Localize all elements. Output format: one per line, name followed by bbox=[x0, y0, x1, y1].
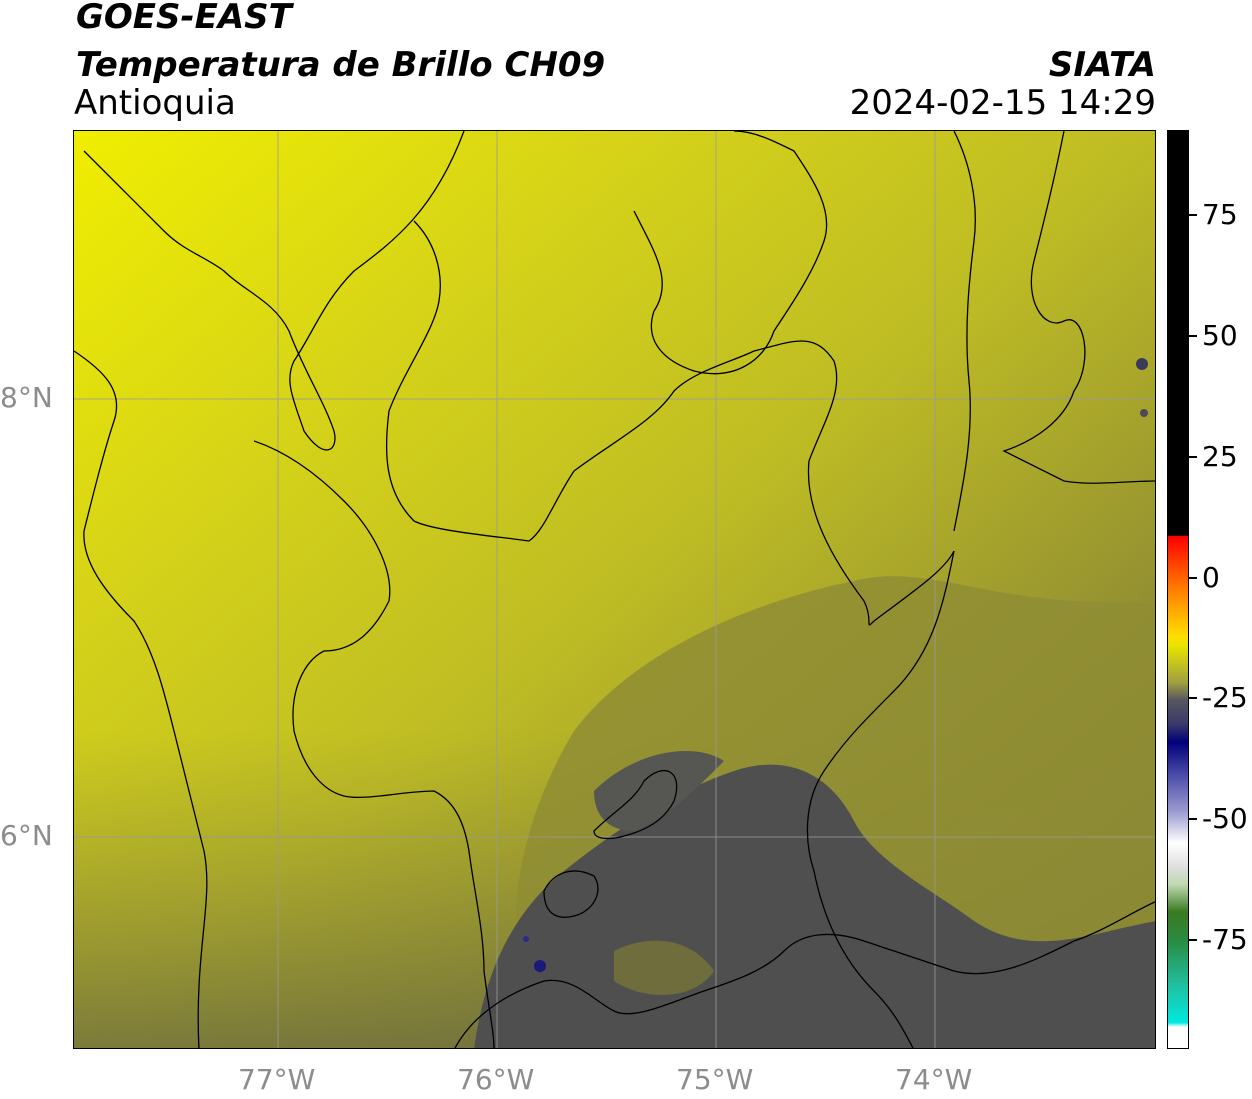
colorbar-tick bbox=[1189, 939, 1197, 941]
department-boundary-east bbox=[953, 131, 976, 532]
colorbar-label-50: 50 bbox=[1202, 319, 1238, 352]
colorbar-label-0: 0 bbox=[1202, 561, 1220, 594]
boundaries bbox=[74, 131, 1155, 1048]
lon-label-76w: 76°W bbox=[457, 1063, 535, 1096]
colorbar bbox=[1167, 130, 1189, 1049]
lon-label-75w: 75°W bbox=[676, 1063, 754, 1096]
colorbar-tick bbox=[1189, 577, 1197, 579]
temperature-region-olive-patch bbox=[614, 940, 714, 995]
colorbar-label-75: 75 bbox=[1202, 198, 1238, 231]
colorbar-tick bbox=[1189, 214, 1197, 216]
title-region: Antioquia bbox=[74, 83, 236, 123]
pacific-coastline bbox=[74, 350, 208, 1048]
cold-spot bbox=[523, 936, 529, 942]
department-boundary-southeast bbox=[593, 770, 678, 840]
antioquia-boundary-north bbox=[385, 220, 955, 626]
temperature-region-cold-north bbox=[594, 751, 724, 831]
department-boundary-west bbox=[253, 440, 495, 1048]
lon-label-77w: 77°W bbox=[238, 1063, 316, 1096]
datetime-label: 2024-02-15 14:29 bbox=[849, 83, 1156, 123]
cold-spot bbox=[534, 960, 546, 972]
colorbar-tick bbox=[1189, 818, 1197, 820]
graticule bbox=[74, 131, 1155, 1048]
map-panel[interactable] bbox=[73, 130, 1156, 1049]
colorbar-tick bbox=[1189, 335, 1197, 337]
organization-label: SIATA bbox=[1048, 45, 1156, 85]
colorbar-label-25: 25 bbox=[1202, 440, 1238, 473]
department-boundary-southwest bbox=[543, 870, 599, 918]
department-boundary-south bbox=[454, 901, 1155, 1048]
cold-spot bbox=[1140, 409, 1148, 417]
colorbar-tick bbox=[1189, 697, 1197, 699]
colorbar-label-neg50: -50 bbox=[1202, 802, 1248, 835]
lon-label-74w: 74°W bbox=[895, 1063, 973, 1096]
colorbar-label-neg75: -75 bbox=[1202, 923, 1248, 956]
title-satellite: GOES-EAST bbox=[76, 0, 292, 37]
lat-label-6n: 6°N bbox=[0, 819, 53, 852]
lat-label-8n: 8°N bbox=[0, 381, 53, 414]
cold-spot bbox=[1136, 358, 1148, 370]
title-product: Temperatura de Brillo CH09 bbox=[76, 45, 606, 85]
colorbar-gradient bbox=[1168, 131, 1188, 1048]
colorbar-label-neg25: -25 bbox=[1202, 681, 1248, 714]
department-boundary-far-east bbox=[1002, 131, 1155, 484]
colorbar-tick bbox=[1189, 456, 1197, 458]
department-boundary-northeast bbox=[633, 131, 828, 375]
brightness-temperature-map bbox=[74, 131, 1155, 1048]
caribbean-coastline bbox=[83, 131, 465, 451]
antioquia-boundary-east bbox=[806, 550, 955, 1048]
